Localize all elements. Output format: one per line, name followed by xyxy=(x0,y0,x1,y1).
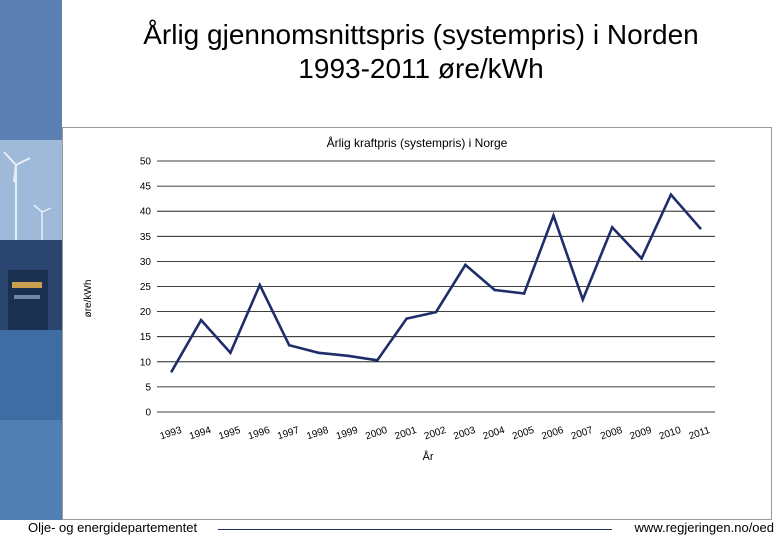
y-axis-label: øre/kWh xyxy=(83,280,94,318)
data-point-1993 xyxy=(170,370,173,373)
x-tick-label: 2001 xyxy=(394,425,419,442)
data-point-2009 xyxy=(640,257,643,260)
series-line xyxy=(170,192,702,372)
data-point-1999 xyxy=(346,354,350,358)
x-tick-label: 2002 xyxy=(423,425,448,442)
x-tick-label: 2004 xyxy=(482,425,507,442)
x-tick-label: 2007 xyxy=(570,425,595,442)
y-tick-label: 35 xyxy=(140,232,152,243)
slide-title: Årlig gjennomsnittspris (systempris) i N… xyxy=(143,19,699,84)
data-point-1994 xyxy=(199,318,203,322)
data-point-1996 xyxy=(258,283,262,287)
x-tick-label: 1993 xyxy=(159,425,184,442)
x-tick-label: 2006 xyxy=(540,425,565,442)
x-tick-label: 2003 xyxy=(452,425,477,442)
y-tick-label: 10 xyxy=(140,357,152,368)
y-tick-label: 45 xyxy=(140,182,152,193)
footer-divider xyxy=(218,529,612,530)
x-axis-tick-labels: 1993 1994 1995 1996 1997 1998 1999 2000 2001 2002… xyxy=(159,425,712,442)
footer-ministry-name: Olje- og energidepartementet xyxy=(28,520,198,535)
x-tick-label: 2011 xyxy=(688,425,712,442)
x-tick-label: 1996 xyxy=(247,425,272,442)
grid-lines xyxy=(157,160,715,413)
data-point-2000 xyxy=(375,358,379,362)
y-tick-label: 0 xyxy=(145,408,151,419)
y-axis-tick-labels: 0 5 10 15 20 25 30 35 40 45 50 xyxy=(140,157,152,419)
data-point-1997 xyxy=(287,343,291,347)
data-point-2007 xyxy=(581,298,585,301)
decorative-photo-strip xyxy=(0,0,62,520)
x-tick-label: 1995 xyxy=(217,425,242,442)
data-point-2004 xyxy=(493,288,497,292)
data-point-2011 xyxy=(699,226,702,230)
x-tick-label: 2009 xyxy=(629,425,654,442)
x-tick-label: 2010 xyxy=(658,425,683,442)
data-point-2002 xyxy=(434,310,438,314)
x-tick-label: 1994 xyxy=(188,425,213,442)
data-point-2003 xyxy=(464,263,467,267)
data-point-2010 xyxy=(669,193,673,196)
y-tick-label: 40 xyxy=(140,207,152,218)
chart-title: Årlig kraftpris (systempris) i Norge xyxy=(326,136,508,150)
y-tick-label: 30 xyxy=(140,257,152,268)
y-tick-label: 20 xyxy=(140,307,152,318)
x-tick-label: 1998 xyxy=(305,425,330,442)
x-tick-label: 1997 xyxy=(276,425,301,442)
y-tick-label: 25 xyxy=(140,282,152,293)
data-point-1998 xyxy=(317,351,320,355)
data-point-2005 xyxy=(522,292,526,295)
x-tick-label: 2000 xyxy=(364,425,389,442)
data-point-1995 xyxy=(229,351,232,355)
data-point-2001 xyxy=(405,317,408,320)
data-point-2006 xyxy=(552,214,555,218)
footer-website-link[interactable]: www.regjeringen.no/oed xyxy=(634,520,774,535)
y-tick-label: 50 xyxy=(140,157,152,168)
y-tick-label: 15 xyxy=(140,332,152,343)
y-tick-label: 5 xyxy=(145,382,151,393)
x-tick-label: 1999 xyxy=(335,425,360,442)
x-tick-label: 2008 xyxy=(599,425,624,442)
data-point-2008 xyxy=(610,225,614,229)
wind-turbine-and-platform-image xyxy=(0,0,62,520)
chart-frame: Årlig kraftpris (systempris) i Norge 0 5 1… xyxy=(62,127,772,520)
x-tick-label: 2005 xyxy=(511,425,536,442)
series-layer xyxy=(170,192,702,373)
x-axis-label: År xyxy=(423,450,434,463)
